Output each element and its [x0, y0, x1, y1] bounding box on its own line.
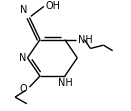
- Text: N: N: [19, 53, 26, 63]
- Text: N: N: [20, 5, 28, 15]
- Text: O: O: [20, 84, 28, 94]
- Text: NH: NH: [78, 35, 93, 45]
- Text: NH: NH: [58, 78, 73, 88]
- Text: OH: OH: [45, 1, 60, 11]
